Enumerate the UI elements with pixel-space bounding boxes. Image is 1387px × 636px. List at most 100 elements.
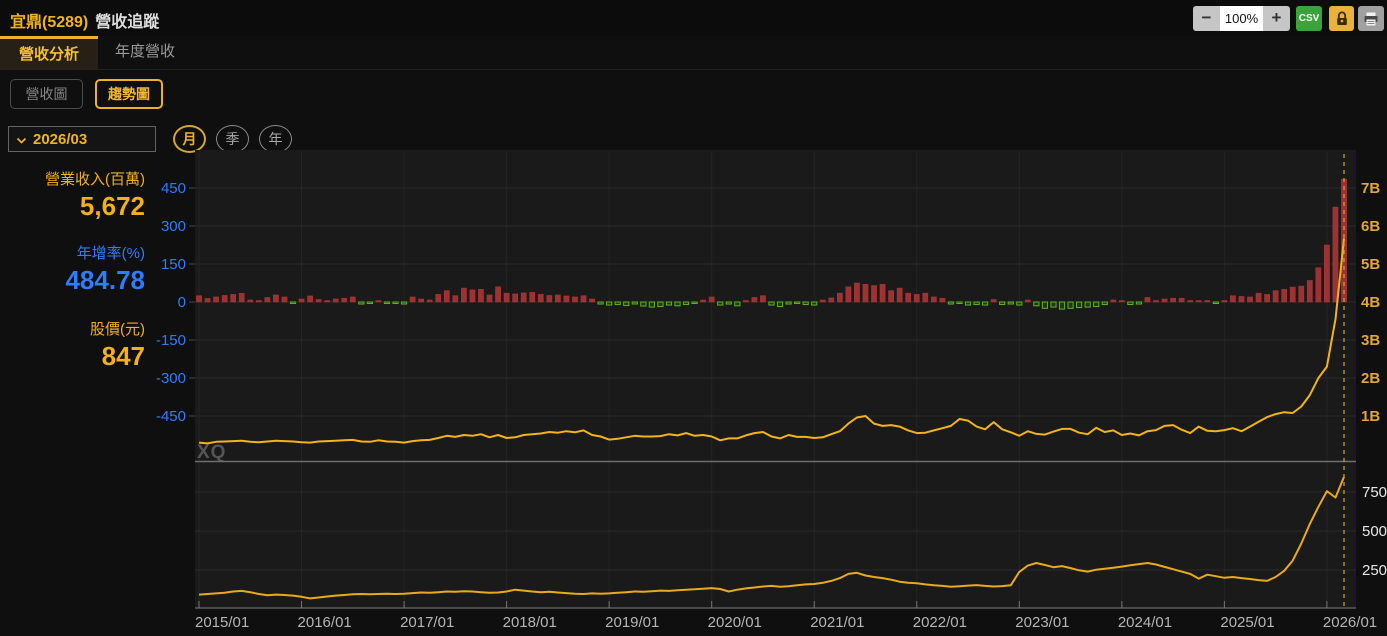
yoy-bar-positive <box>546 295 553 303</box>
tab-annual-revenue[interactable]: 年度營收 <box>114 43 175 60</box>
period-month-button[interactable]: 月 <box>173 125 206 153</box>
yoy-bar-positive <box>580 295 587 303</box>
trend-chart-button[interactable]: 趨勢圖 <box>95 79 163 109</box>
yoy-bar-negative <box>956 301 963 304</box>
lock-icon <box>1336 11 1347 25</box>
csv-export-button[interactable]: CSV <box>1296 6 1322 31</box>
yoy-bar-negative <box>383 301 391 304</box>
yoy-bar-positive <box>537 294 544 303</box>
page-title: 宜鼎(5289) 營收追蹤 <box>10 8 159 32</box>
yoy-bar-positive <box>452 295 459 303</box>
yoy-bar-negative <box>1007 301 1014 305</box>
yoy-bar-negative <box>1127 301 1134 306</box>
yoy-bar-positive <box>503 292 510 303</box>
yoy-bar-positive <box>589 298 595 303</box>
yoy-bar-positive <box>1247 296 1253 303</box>
yoy-bar-negative <box>1076 301 1083 309</box>
x-axis-tick-label: 2020/01 <box>708 614 762 631</box>
yoy-bar-negative <box>665 301 673 306</box>
yoy-bar-negative <box>982 301 989 306</box>
date-selector[interactable]: 2026/03 <box>8 126 156 152</box>
yoy-bar-positive <box>418 298 425 303</box>
yoy-bar-positive <box>555 294 561 303</box>
price-axis-tick-label: 750 <box>1362 484 1387 501</box>
yoy-bar-positive <box>1306 280 1313 303</box>
price-axis-tick-label: 500 <box>1362 523 1387 540</box>
x-axis-tick-label: 2024/01 <box>1118 614 1172 631</box>
yoy-bar-positive <box>230 294 237 303</box>
yoy-bar-positive <box>478 289 484 303</box>
yoy-bar-negative <box>794 301 801 304</box>
x-axis-tick-label: 2019/01 <box>605 614 659 631</box>
yoy-bar-positive <box>913 294 920 303</box>
yoy-bar-negative <box>1050 301 1057 308</box>
yoy-bar-positive <box>922 292 929 303</box>
yoy-bar-positive <box>888 290 894 303</box>
price-stat-label: 股價(元) <box>90 321 145 338</box>
yoy-bar-positive <box>1238 296 1245 303</box>
yoy-bar-positive <box>281 296 288 303</box>
x-axis-tick-label: 2021/01 <box>810 614 864 631</box>
yoy-bar-negative <box>999 301 1006 306</box>
yoy-bar-negative <box>674 301 681 307</box>
yoy-bar-positive <box>341 297 348 303</box>
price-stat-value: 847 <box>101 341 145 371</box>
yoy-bar-positive <box>307 295 313 303</box>
yoy-bar-positive <box>743 300 749 303</box>
zoom-control: − 100% + <box>1193 6 1290 31</box>
yoy-bar-positive <box>751 297 758 303</box>
yoy-stat-label: 年增率(%) <box>76 245 145 262</box>
yoy-bar-positive <box>1187 300 1194 303</box>
yoy-bar-negative <box>1084 301 1091 308</box>
lock-button[interactable] <box>1329 6 1354 31</box>
yoy-bar-positive <box>1281 289 1288 303</box>
yoy-bar-negative <box>802 301 809 306</box>
yoy-bar-positive <box>213 296 219 303</box>
yoy-bar-positive <box>1161 298 1168 303</box>
yoy-bar-negative <box>947 301 955 305</box>
yoy-bar-positive <box>990 299 997 303</box>
x-axis-tick-label: 2015/01 <box>195 614 249 631</box>
zoom-level-field[interactable]: 100% <box>1220 6 1263 31</box>
yoy-bar-positive <box>435 294 442 303</box>
yoy-bar-positive <box>469 289 476 303</box>
zoom-in-button[interactable]: + <box>1263 6 1290 31</box>
yoy-bar-negative <box>358 301 365 305</box>
yoy-bar-negative <box>400 301 408 305</box>
revenue-chart-button[interactable]: 營收圖 <box>10 79 83 109</box>
yoy-bar-positive <box>1024 299 1031 303</box>
yoy-bar-positive <box>854 282 860 303</box>
yoy-bar-positive <box>819 299 826 303</box>
yoy-bar-positive <box>1324 244 1330 303</box>
yoy-bar-positive <box>1221 300 1228 303</box>
x-axis-tick-label: 2025/01 <box>1220 614 1274 631</box>
yoy-bar-positive <box>247 299 254 303</box>
yoy-bar-positive <box>443 290 450 303</box>
yoy-axis-tick-label: -450 <box>156 408 186 425</box>
zoom-out-button[interactable]: − <box>1193 6 1220 31</box>
yoy-bar-positive <box>837 292 843 303</box>
yoy-bar-positive <box>563 295 570 303</box>
yoy-bar-positive <box>1195 300 1202 303</box>
revenue-axis-tick-label: 1B <box>1361 408 1380 425</box>
yoy-bar-positive <box>1289 286 1296 303</box>
title-bar: 宜鼎(5289) 營收追蹤 − 100% + CSV <box>0 0 1387 36</box>
revenue-axis-tick-label: 7B <box>1361 180 1380 197</box>
xq-watermark: XQ <box>197 442 226 463</box>
yoy-bar-negative <box>1101 301 1108 306</box>
yoy-stat-value: 484.78 <box>65 265 145 295</box>
yoy-bar-positive <box>760 295 766 303</box>
yoy-bar-negative <box>1067 301 1074 309</box>
yoy-bar-negative <box>717 301 724 306</box>
yoy-bar-positive <box>871 285 877 303</box>
yoy-bar-negative <box>691 301 698 304</box>
yoy-bar-positive <box>1255 292 1262 303</box>
tab-bar: 營收分析 年度營收 <box>0 36 1387 70</box>
print-button[interactable] <box>1358 6 1384 31</box>
yoy-bar-positive <box>879 284 886 303</box>
yoy-bar-positive <box>196 295 202 303</box>
tab-revenue-analysis[interactable]: 營收分析 <box>0 36 98 70</box>
revenue-axis-tick-label: 6B <box>1361 218 1380 235</box>
